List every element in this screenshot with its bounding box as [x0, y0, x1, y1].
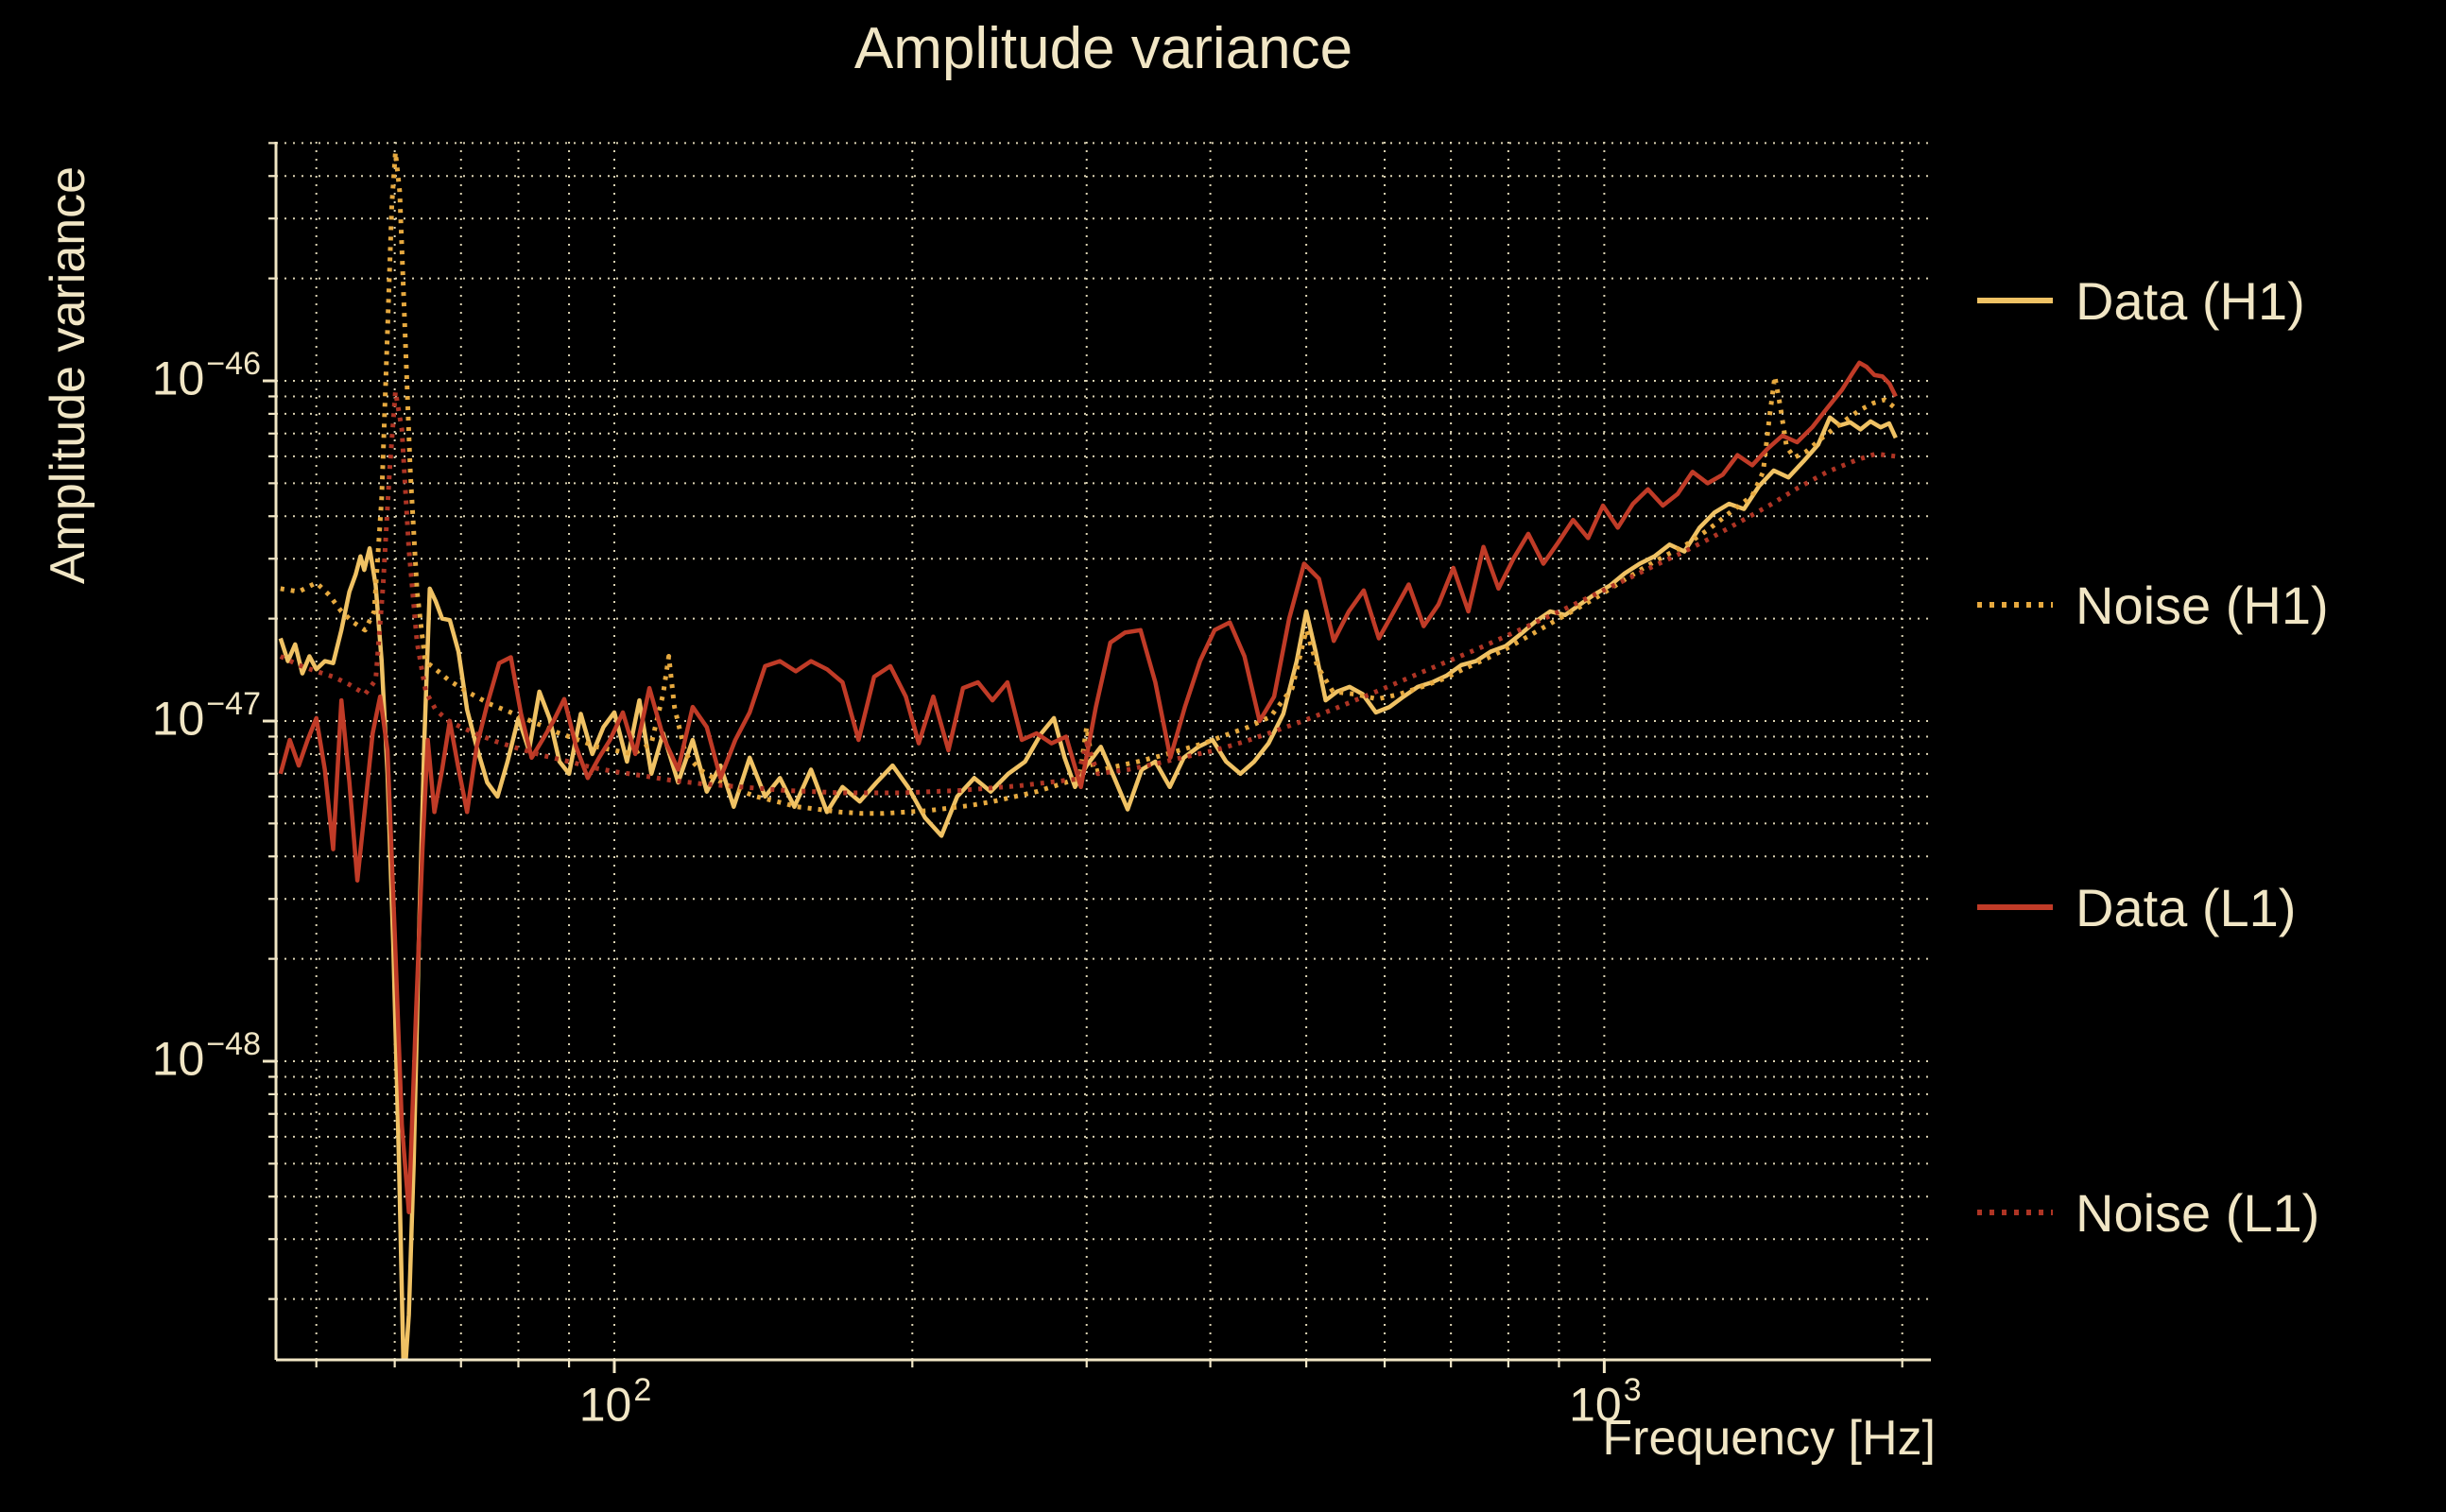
series-data_h1	[278, 415, 1898, 1360]
legend-line-noise-h1	[1977, 602, 2053, 608]
series-data_l1	[278, 360, 1898, 1214]
legend-item-noise-h1: Noise (H1)	[1975, 567, 2329, 643]
legend-line-data-h1	[1977, 298, 2053, 303]
x-tick-label: 103	[1569, 1372, 1642, 1432]
grid	[276, 142, 1931, 1360]
series-noise_h1	[280, 149, 1898, 816]
legend-label: Data (L1)	[2076, 877, 2297, 937]
legend-label: Noise (L1)	[2076, 1182, 2320, 1243]
chart-title: Amplitude variance	[853, 16, 1353, 81]
y-tick-label: 10−46	[151, 346, 261, 405]
legend-item-noise-l1: Noise (L1)	[1975, 1175, 2319, 1250]
y-tick-label: 10−47	[151, 686, 261, 746]
x-tick-label: 102	[578, 1372, 652, 1432]
x-axis-label: Frequency [Hz]	[1602, 1411, 1936, 1466]
axes-spines	[274, 142, 1931, 1362]
tick-marks	[263, 142, 1903, 1373]
legend-item-data-l1: Data (L1)	[1975, 869, 2296, 945]
legend-label: Data (H1)	[2076, 270, 2305, 331]
legend-item-data-h1: Data (H1)	[1975, 263, 2305, 338]
legend-line-noise-l1	[1977, 1210, 2053, 1215]
series-noise_l1	[279, 388, 1897, 796]
legend-label: Noise (H1)	[2076, 575, 2329, 635]
y-tick-label: 10−48	[151, 1026, 261, 1086]
legend-line-data-l1	[1977, 904, 2053, 910]
series-group	[278, 149, 1898, 1360]
y-axis-label: Amplitude variance	[41, 165, 95, 585]
